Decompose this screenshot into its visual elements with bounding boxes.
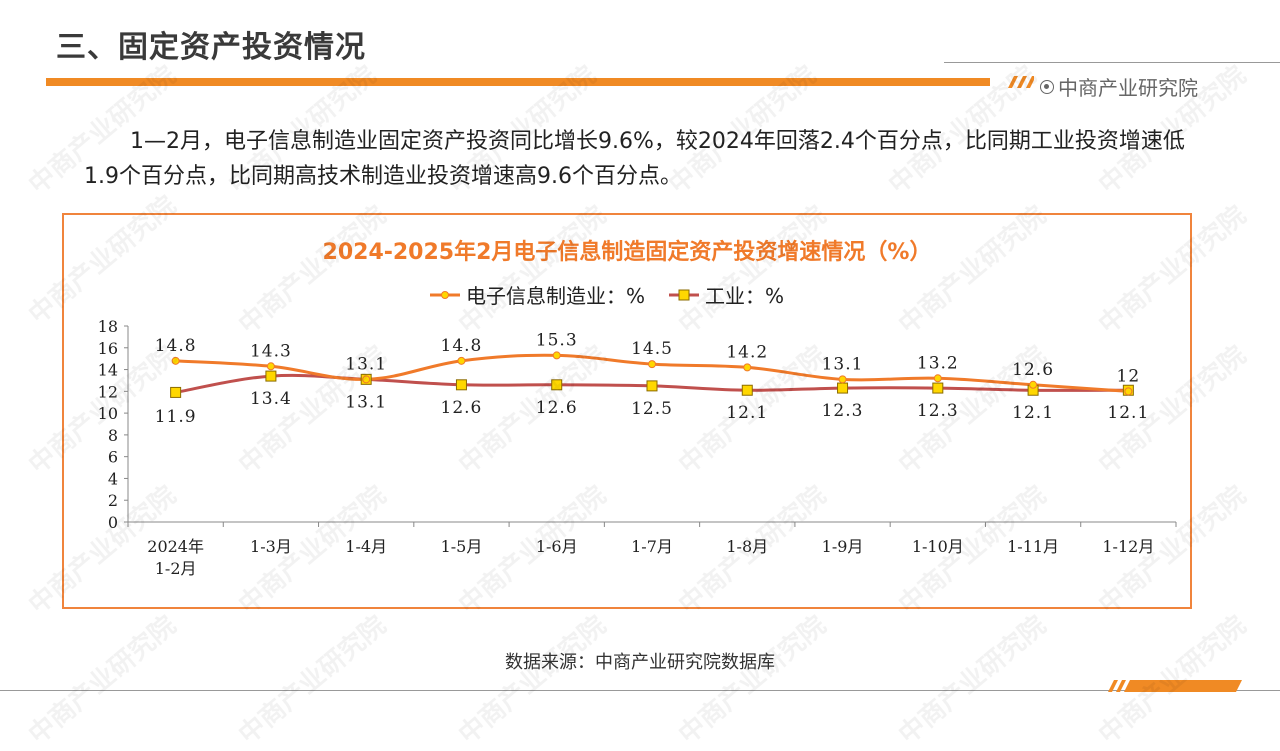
title-accent-bar <box>46 78 990 86</box>
legend-label-series-1: 电子信息制造业：% <box>466 284 646 308</box>
series-2-data-label: 12.6 <box>536 398 578 418</box>
series-2-data-label: 13.4 <box>250 389 292 409</box>
series-2-point <box>741 384 753 396</box>
brand-target-icon <box>1040 79 1054 94</box>
legend-item-series-1: 电子信息制造业：% <box>428 280 645 309</box>
series-2-point <box>170 386 182 398</box>
footer-line <box>0 690 1280 691</box>
series-1-data-label: 13.1 <box>822 354 864 374</box>
series-1-data-label: 13.2 <box>917 353 959 373</box>
x-tick-label: 1-9月 <box>822 537 864 556</box>
series-2-data-label: 12.1 <box>1107 403 1149 423</box>
series-2-data-label: 12.3 <box>822 401 864 421</box>
series-2-data-label: 12.1 <box>726 403 768 423</box>
series-2-data-label: 12.1 <box>1012 403 1054 423</box>
series-2-data-label: 13.1 <box>345 392 387 412</box>
y-tick-label: 8 <box>108 426 118 445</box>
chart-frame <box>62 213 1192 609</box>
summary-text: 1—2月，电子信息制造业固定资产投资同比增长9.6%，较2024年回落2.4个百… <box>84 129 1185 189</box>
series-1-point <box>933 374 942 383</box>
series-2-point <box>932 382 944 394</box>
series-2-data-label: 12.6 <box>441 398 483 418</box>
series-2-data-label: 11.9 <box>155 407 197 427</box>
line-chart: 0 2 4 6 8 10 12 14 16 18 2024年 1-2月 1-3月 1-4月 1-5月 1-6月… <box>98 317 1177 578</box>
legend-item-series-2: 工业：% <box>667 280 784 309</box>
series-1-data-label: 14.8 <box>155 336 197 356</box>
series-1-point <box>552 351 561 360</box>
x-tick-label: 1-8月 <box>726 537 768 556</box>
brand-logo: 中商产业研究院 <box>1040 72 1198 101</box>
series-1-point <box>1124 387 1133 396</box>
x-tick-label: 1-3月 <box>250 537 292 556</box>
footer-stripes-decoration <box>1108 680 1242 692</box>
x-tick-label: 1-5月 <box>441 537 483 556</box>
series-1-data-label: 15.3 <box>536 330 578 350</box>
x-tick-label: 1-11月 <box>1007 537 1059 556</box>
chart-legend: 电子信息制造业：% 工业：% <box>428 280 784 309</box>
chart-title: 2024-2025年2月电子信息制造固定资产投资增速情况（%） <box>322 240 932 265</box>
series-1-data-label: 12.6 <box>1012 360 1054 380</box>
y-tick-label: 18 <box>98 317 118 336</box>
summary-paragraph: 1—2月，电子信息制造业固定资产投资同比增长9.6%，较2024年回落2.4个百… <box>84 124 1194 194</box>
series-2-data-label: 12.3 <box>917 401 959 421</box>
series-2-point <box>265 370 277 382</box>
series-2-point <box>455 379 467 391</box>
series-1-point <box>1029 380 1038 389</box>
series-1-point <box>457 356 466 365</box>
series-1-data-label: 13.1 <box>345 354 387 374</box>
series-1-data-label: 14.3 <box>250 341 292 361</box>
x-tick-label: 1-6月 <box>536 537 578 556</box>
x-tick-label: 2024年 <box>147 537 204 556</box>
y-tick-label: 4 <box>108 469 118 488</box>
series-1-point <box>648 360 656 369</box>
series-1-point <box>362 375 371 384</box>
series-1-point <box>743 363 752 372</box>
series-1-data-label: 12 <box>1117 366 1141 386</box>
y-tick-label: 0 <box>108 513 118 532</box>
title-divider-line <box>944 62 1280 63</box>
legend-label-series-2: 工业：% <box>705 284 785 308</box>
legend-marker-series-1 <box>430 290 460 299</box>
x-tick-label: 1-4月 <box>345 537 387 556</box>
x-tick-label: 1-7月 <box>631 537 673 556</box>
series-1-point <box>266 362 275 371</box>
series-1-point <box>838 375 847 384</box>
y-tick-label: 16 <box>98 339 118 358</box>
x-tick-label: 1-2月 <box>155 559 197 578</box>
page-title: 三、固定资产投资情况 <box>56 30 366 65</box>
x-tick-label: 1-12月 <box>1102 537 1154 556</box>
series-1-data-label: 14.2 <box>726 342 768 362</box>
brand-name: 中商产业研究院 <box>1058 76 1198 100</box>
data-source: 数据来源：中商产业研究院数据库 <box>505 652 775 673</box>
series-1-data-label: 14.8 <box>441 336 483 356</box>
header-stripes-decoration <box>1008 76 1034 88</box>
y-tick-label: 14 <box>98 361 118 380</box>
series-2-data-label: 12.5 <box>631 399 673 419</box>
x-tick-label: 1-10月 <box>912 537 964 556</box>
y-tick-label: 12 <box>98 382 118 401</box>
series-2-point <box>837 382 849 394</box>
y-tick-label: 6 <box>108 448 118 467</box>
series-2-point <box>646 380 658 392</box>
series-2-point <box>551 379 563 391</box>
series-1-data-label: 14.5 <box>631 339 673 359</box>
series-1-point <box>171 356 180 365</box>
legend-marker-series-2 <box>669 289 700 300</box>
y-tick-label: 10 <box>98 404 118 423</box>
y-tick-label: 2 <box>108 491 118 510</box>
